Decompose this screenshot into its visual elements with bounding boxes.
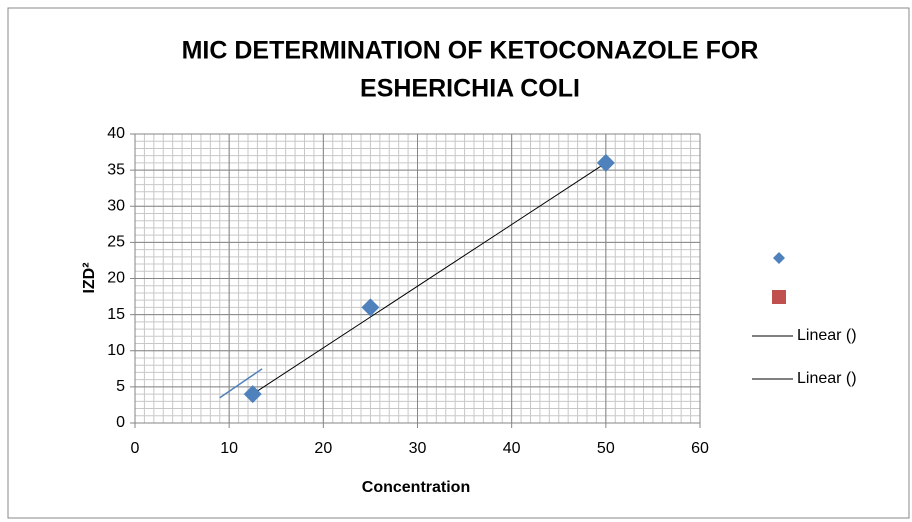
- y-tick-label: 5: [116, 378, 125, 395]
- x-tick-label: 20: [314, 440, 332, 457]
- x-tick-label: 60: [691, 440, 709, 457]
- y-tick-label: 25: [107, 234, 125, 251]
- y-tick-label: 30: [107, 197, 125, 214]
- legend-label: Linear (): [797, 370, 857, 387]
- point: [243, 385, 262, 404]
- chart-title: ESHERICHIA COLI: [360, 75, 580, 103]
- y-tick-label: 15: [107, 306, 125, 323]
- y-axis-title: IZD²: [81, 262, 98, 293]
- y-tick-label: 0: [116, 414, 125, 431]
- x-tick-label: 30: [409, 440, 427, 457]
- x-tick-label: 0: [131, 440, 140, 457]
- legend-label: Linear (): [797, 327, 857, 344]
- chart-title: MIC DETERMINATION OF KETOCONAZOLE FOR: [182, 37, 759, 65]
- y-tick-label: 20: [107, 270, 125, 287]
- chart-frame: [7, 7, 910, 519]
- trendline: [219, 368, 263, 399]
- x-tick-label: 50: [597, 440, 615, 457]
- y-tick-label: 40: [107, 125, 125, 142]
- x-axis-title: Concentration: [362, 479, 470, 496]
- y-tick-label: 10: [107, 342, 125, 359]
- y-tick-label: 35: [107, 161, 125, 178]
- point: [596, 153, 615, 172]
- x-tick-label: 10: [220, 440, 238, 457]
- legend-marker: [773, 252, 785, 264]
- trendline: [252, 162, 607, 395]
- legend-marker: [772, 290, 786, 304]
- x-tick-label: 40: [503, 440, 521, 457]
- point: [361, 298, 380, 317]
